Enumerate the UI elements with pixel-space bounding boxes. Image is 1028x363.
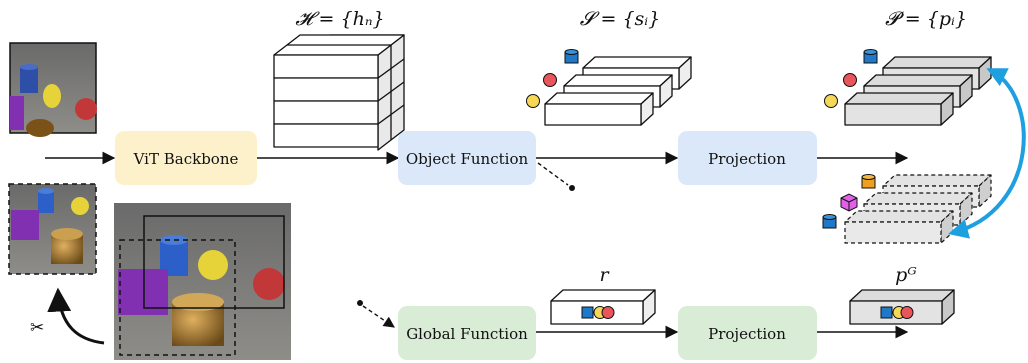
vit-backbone-box: ViT Backbone (115, 131, 257, 185)
crop-projected-objects (822, 174, 876, 229)
hidden-set-label: 𝓗 = {hₙ} (295, 8, 384, 30)
slot-set-label: 𝓢 = {sᵢ} (580, 8, 660, 30)
global-function-label: Global Function (406, 325, 528, 343)
global-repr-objects (581, 306, 615, 319)
global-repr-label: r (599, 264, 610, 286)
input-image-crop-small (8, 183, 97, 275)
global-function-box: Global Function (398, 306, 536, 360)
global-proj-label: pᴳ (895, 264, 917, 286)
object-function-label: Object Function (406, 150, 529, 168)
input-image-top (9, 42, 97, 137)
crop-arrow (47, 287, 105, 345)
proj-set-label: 𝓟 = {pᵢ} (885, 8, 967, 30)
slot-objects (526, 49, 579, 108)
projection-top-label: Projection (708, 150, 786, 168)
object-function-box: Object Function (398, 131, 536, 185)
input-image-full (114, 203, 291, 360)
projection-bottom-label: Projection (708, 325, 786, 343)
projected-stack (844, 56, 992, 126)
hidden-feature-stack (273, 34, 405, 151)
contrastive-arrow (948, 68, 1026, 239)
projection-bottom-box: Projection (678, 306, 817, 360)
vit-label: ViT Backbone (133, 150, 239, 168)
global-proj-objects (880, 306, 914, 319)
projection-top-box: Projection (678, 131, 817, 185)
projected-objects (824, 49, 878, 108)
slot-stack (544, 56, 692, 126)
scissors-icon: ✂ (30, 318, 44, 338)
